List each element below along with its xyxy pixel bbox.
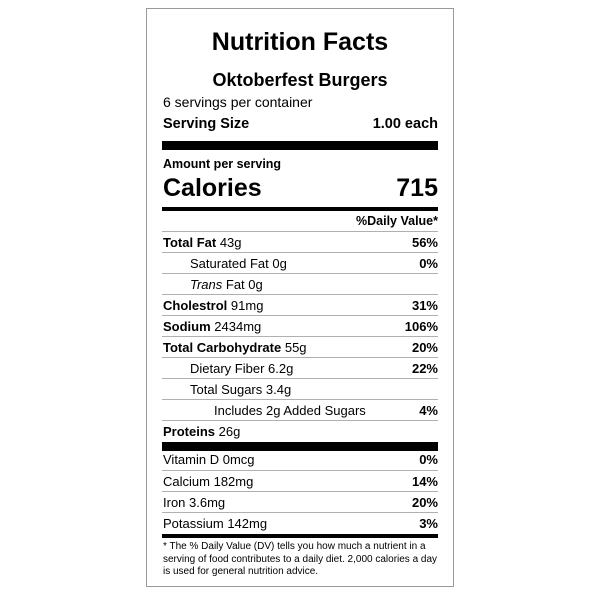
- nutrient-name: Total Carbohydrate: [163, 340, 282, 355]
- vitamin-amount: 3.6mg: [189, 495, 226, 510]
- serving-size-row: Serving Size 1.00 each: [163, 115, 438, 133]
- thick-divider: [162, 141, 438, 150]
- nutrient-row-total-sugars: Total Sugars 3.4g: [162, 378, 438, 400]
- vitamin-row-vitamin-d: Vitamin D 0mcg 0%: [162, 449, 438, 470]
- nutrient-row-added-sugars: Includes 2g Added Sugars 4%: [162, 399, 438, 421]
- vitamin-name: Vitamin D: [163, 452, 220, 467]
- serving-size-label: Serving Size: [163, 116, 250, 132]
- nutrient-pct: 4%: [419, 403, 438, 418]
- nutrient-amount: 3.4g: [265, 382, 292, 397]
- serving-size-value: 1.00 each: [372, 116, 438, 132]
- nutrient-amount: Fat 0g: [225, 277, 263, 292]
- nutrient-row-total-carbohydrate: Total Carbohydrate 55g 20%: [162, 336, 438, 358]
- nutrient-amount: 26g: [218, 424, 241, 439]
- vitamin-pct: 14%: [411, 474, 438, 489]
- nutrient-row-dietary-fiber: Dietary Fiber 6.2g 22%: [162, 357, 438, 379]
- vitamin-row-calcium: Calcium 182mg 14%: [162, 470, 438, 492]
- product-name: Oktoberfest Burgers: [212, 70, 388, 90]
- amount-per-serving: Amount per serving: [163, 157, 282, 171]
- nutrient-amount: 91mg: [230, 298, 264, 313]
- daily-value-header: %Daily Value*: [356, 214, 438, 228]
- vitamin-name: Potassium: [163, 516, 224, 531]
- nutrient-name: Sodium: [163, 319, 211, 334]
- nutrient-name: Total Sugars: [190, 382, 263, 397]
- nutrient-amount: 0g: [272, 256, 287, 271]
- vitamin-name: Calcium: [163, 474, 210, 489]
- nutrient-name: Proteins: [163, 424, 216, 439]
- thick-divider: [162, 442, 438, 451]
- nutrient-name: Cholestrol: [163, 298, 228, 313]
- label-content: Nutrition Facts Oktoberfest Burgers 6 se…: [162, 9, 438, 586]
- nutrient-row-cholestrol: Cholestrol 91mg 31%: [162, 294, 438, 316]
- vitamin-row-iron: Iron 3.6mg 20%: [162, 491, 438, 513]
- nutrient-name: Total Fat: [163, 235, 217, 250]
- calories-value: 715: [396, 174, 438, 202]
- nutrient-row-saturated-fat: Saturated Fat 0g 0%: [162, 252, 438, 274]
- nutrient-pct: 56%: [411, 235, 438, 250]
- nutrient-amount: 43g: [219, 235, 242, 250]
- servings-per-container: 6 servings per container: [163, 94, 313, 110]
- nutrition-facts-label: Nutrition Facts Oktoberfest Burgers 6 se…: [146, 8, 454, 587]
- nutrient-pct: 106%: [404, 319, 438, 334]
- nutrient-pct: 20%: [411, 340, 438, 355]
- vitamin-amount: 182mg: [213, 474, 254, 489]
- label-title: Nutrition Facts: [211, 28, 389, 56]
- vitamin-pct: 3%: [419, 516, 438, 531]
- nutrient-name: Saturated Fat: [190, 256, 269, 271]
- nutrient-row-total-fat: Total Fat 43g 56%: [162, 231, 438, 253]
- vitamin-row-potassium: Potassium 142mg 3%: [162, 512, 438, 534]
- daily-value-footnote: * The % Daily Value (DV) tells you how m…: [163, 541, 438, 577]
- nutrient-amount: 6.2g: [268, 361, 294, 376]
- nutrient-amount: 2434mg: [214, 319, 262, 334]
- calories-label: Calories: [163, 174, 262, 202]
- nutrient-row-sodium: Sodium 2434mg 106%: [162, 315, 438, 337]
- nutrient-name: Includes 2g Added Sugars: [214, 403, 366, 418]
- nutrient-pct: 31%: [411, 298, 438, 313]
- vitamin-pct: 20%: [411, 495, 438, 510]
- medium-divider: [162, 207, 438, 211]
- medium-divider: [162, 534, 438, 538]
- nutrient-row-proteins: Proteins 26g: [162, 420, 438, 442]
- nutrient-pct: 22%: [411, 361, 438, 376]
- nutrient-row-trans-fat: Trans Fat 0g: [162, 273, 438, 295]
- nutrient-name: Dietary Fiber: [190, 361, 265, 376]
- nutrient-amount: 55g: [284, 340, 307, 355]
- vitamin-name: Iron: [163, 495, 186, 510]
- vitamin-pct: 0%: [419, 452, 438, 467]
- nutrient-pct: 0%: [419, 256, 438, 271]
- vitamin-amount: 0mcg: [222, 452, 255, 467]
- calories-row: Calories 715: [163, 173, 438, 203]
- nutrient-name: Trans: [190, 277, 223, 292]
- vitamin-amount: 142mg: [227, 516, 268, 531]
